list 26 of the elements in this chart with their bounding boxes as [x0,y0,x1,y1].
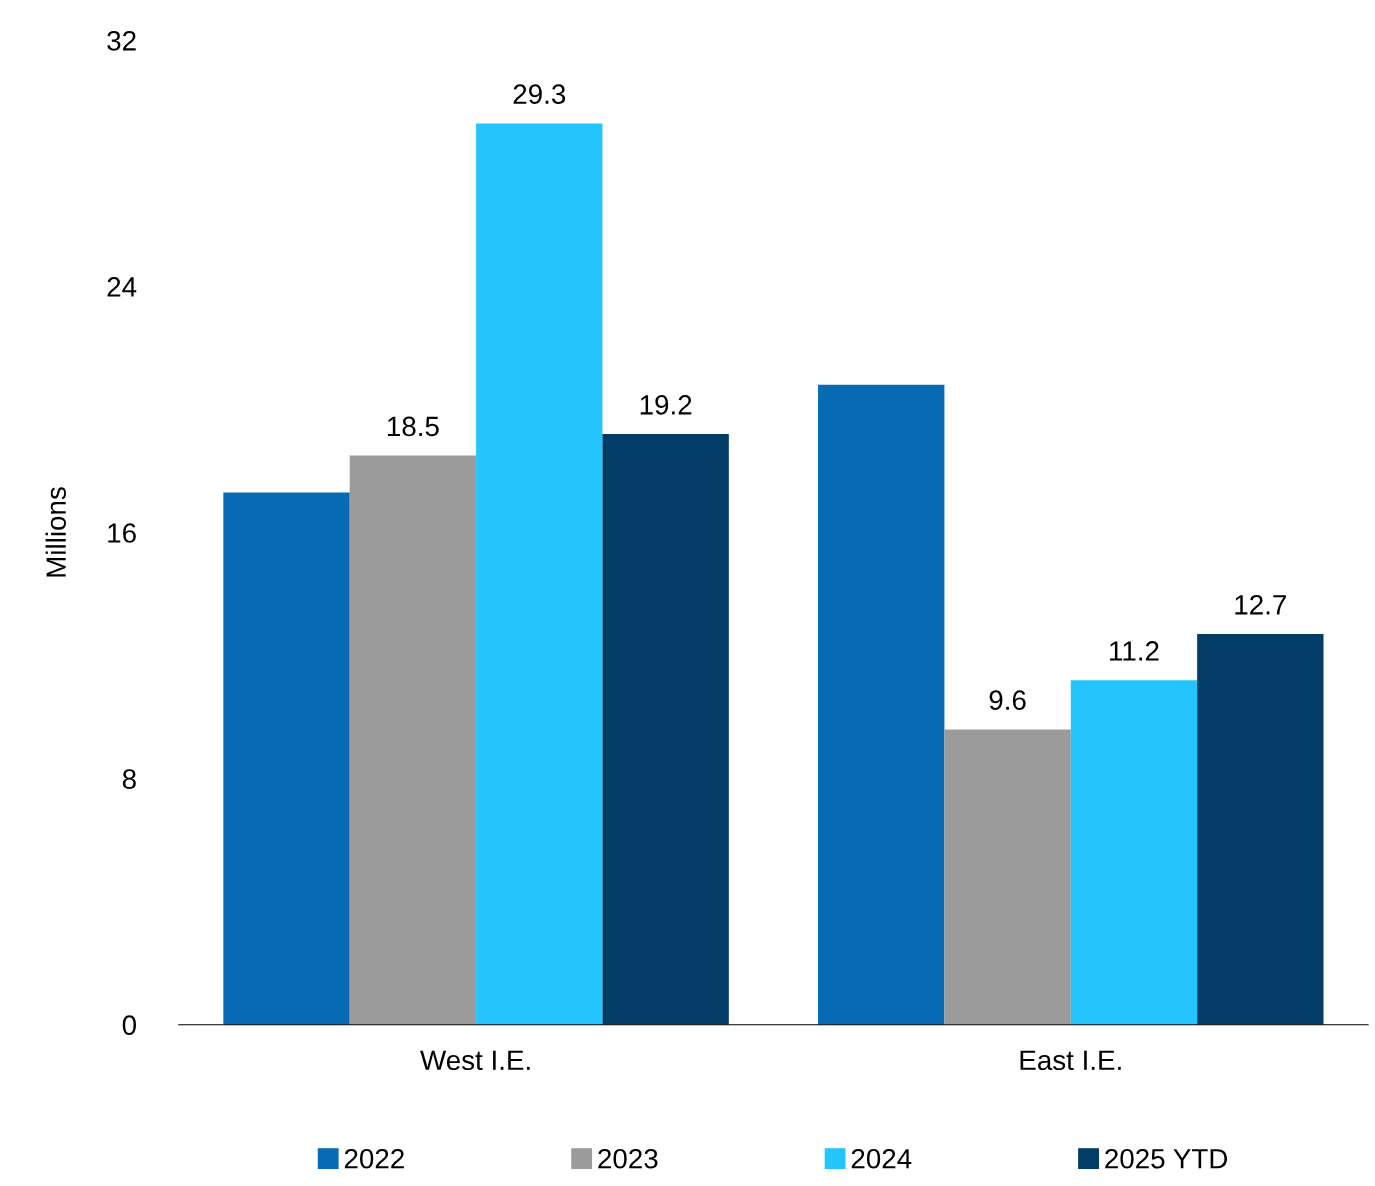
bar [349,455,477,1025]
y-tick-label: 16 [108,523,136,543]
bar [1197,634,1324,1025]
x-tick-label: West I.E. [420,1050,530,1071]
legend-label: 2024 [851,1148,912,1169]
legend-label: 2025 YTD [1105,1148,1228,1169]
bar [944,729,1071,1025]
data-label: 19.2 [640,395,692,415]
y-axis-title: Millions [45,487,66,577]
y-tick-label: 32 [107,30,136,51]
y-tick-label: 24 [107,277,137,297]
data-label: 9.6 [989,690,1026,711]
bar [818,384,945,1025]
data-label: 29.3 [513,84,566,104]
bar [1070,680,1198,1025]
data-label: 18.5 [388,416,439,437]
y-tick-label: 8 [122,769,136,789]
bar [223,492,350,1025]
bar [476,123,603,1025]
data-label: 12.7 [1235,594,1286,615]
legend-label: 2023 [598,1148,658,1169]
bar [602,434,729,1025]
y-tick-label: 0 [122,1015,136,1036]
x-tick-label: East I.E. [1020,1050,1121,1071]
legend-label: 2022 [344,1148,404,1169]
data-label: 11.2 [1110,641,1159,661]
